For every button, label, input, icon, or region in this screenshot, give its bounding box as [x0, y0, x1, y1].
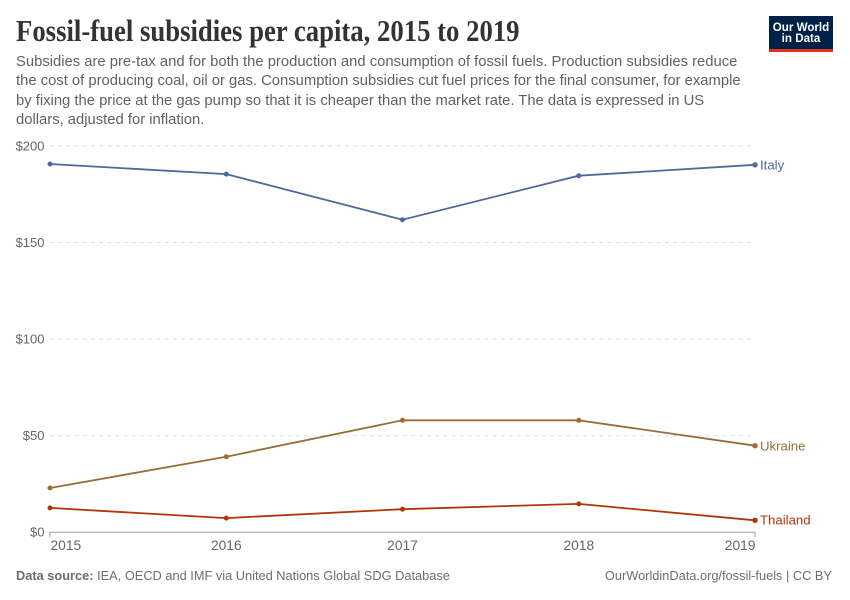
svg-text:2017: 2017	[387, 538, 418, 553]
svg-text:$50: $50	[23, 428, 45, 443]
svg-text:Thailand: Thailand	[760, 513, 811, 528]
svg-text:2018: 2018	[563, 538, 594, 553]
svg-text:$0: $0	[30, 525, 44, 540]
svg-text:2016: 2016	[211, 538, 242, 553]
svg-text:$200: $200	[16, 138, 45, 153]
svg-text:$100: $100	[16, 332, 45, 347]
svg-text:2015: 2015	[51, 538, 82, 553]
svg-text:Italy: Italy	[760, 158, 785, 173]
svg-text:Ukraine: Ukraine	[760, 438, 805, 453]
svg-text:$150: $150	[16, 235, 45, 250]
svg-text:2019: 2019	[725, 538, 756, 553]
